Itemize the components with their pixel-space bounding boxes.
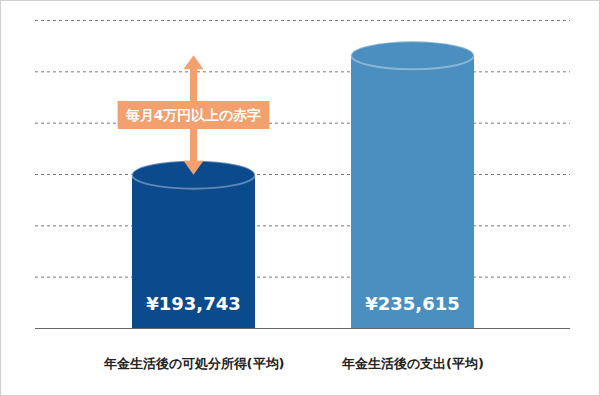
svg-text:年金生活後の可処分所得(平均): 年金生活後の可処分所得(平均) [103, 356, 285, 371]
svg-text:¥193,743: ¥193,743 [146, 293, 241, 314]
svg-text:年金生活後の支出(平均): 年金生活後の支出(平均) [341, 356, 484, 371]
svg-text:¥235,615: ¥235,615 [365, 293, 460, 314]
svg-text:毎月4万円以上の赤字: 毎月4万円以上の赤字 [125, 107, 262, 123]
